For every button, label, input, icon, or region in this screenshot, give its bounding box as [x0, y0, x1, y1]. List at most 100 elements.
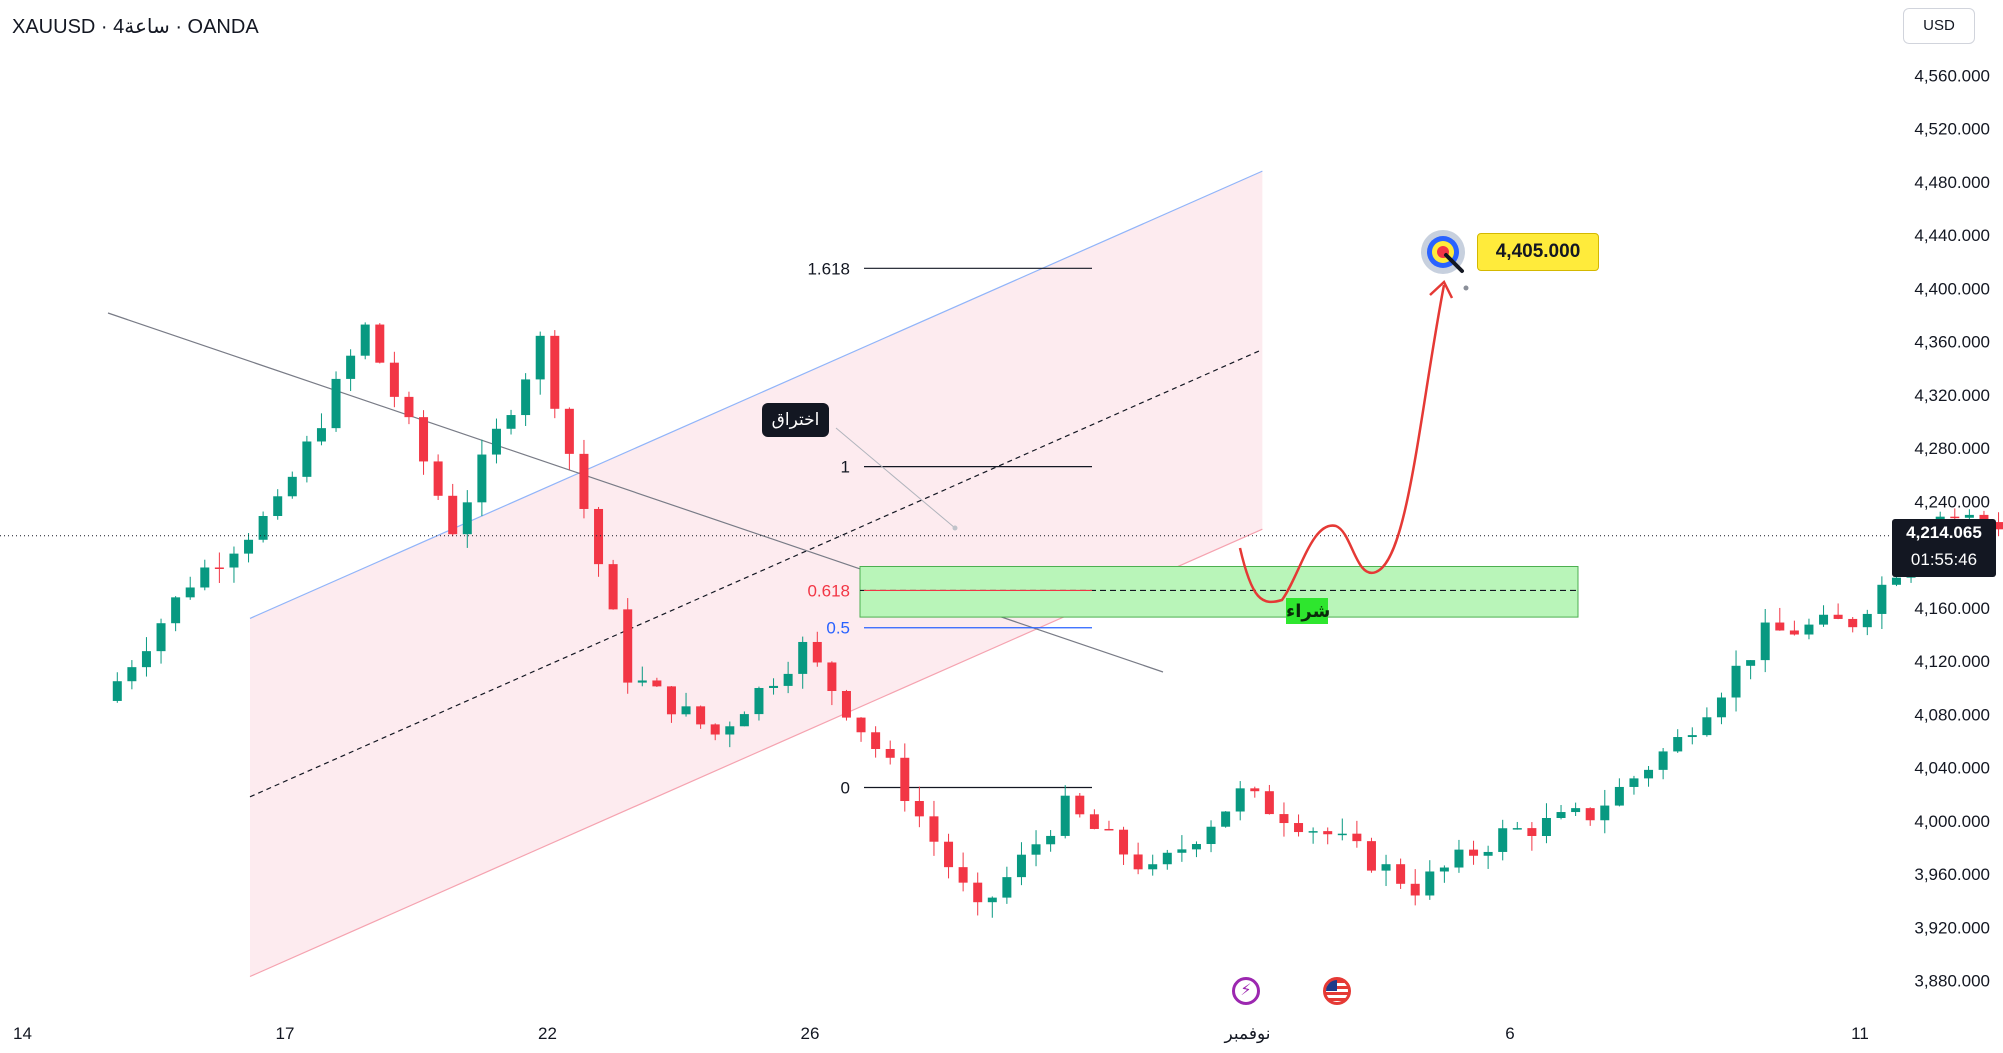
breakout-anchor-dot: [952, 525, 958, 531]
candle-body: [1439, 867, 1449, 872]
y-tick-label: 4,320.000: [1914, 386, 1990, 405]
fib-level-label: 1.618: [807, 259, 850, 278]
candle-body: [360, 324, 370, 356]
candle-body: [1746, 660, 1756, 666]
bar-countdown: 01:55:46: [1910, 550, 1978, 569]
y-tick-label: 4,480.000: [1914, 173, 1990, 192]
candle-body: [754, 687, 764, 715]
candle-body: [1483, 851, 1493, 856]
candle-body: [1308, 831, 1318, 833]
us-flag-icon[interactable]: [1323, 977, 1351, 1005]
candle-body: [200, 567, 210, 588]
candle-body: [1104, 828, 1114, 831]
candle-body: [1075, 795, 1085, 815]
candle-body: [812, 641, 822, 663]
candle-body: [316, 428, 326, 442]
candle-body: [1425, 871, 1435, 896]
candle-body: [1469, 849, 1479, 856]
x-tick-label: 11: [1851, 1024, 1869, 1043]
y-tick-label: 4,400.000: [1914, 279, 1990, 298]
candle-body: [331, 378, 341, 429]
candle-body: [1833, 614, 1843, 619]
candle-body: [725, 726, 735, 735]
candle-body: [346, 355, 356, 379]
candle-body: [1221, 811, 1231, 827]
candle-body: [389, 362, 399, 397]
candle-body: [637, 680, 647, 683]
candle-body: [302, 441, 312, 477]
candle-body: [1673, 737, 1683, 752]
lightning-icon[interactable]: ⚡: [1232, 977, 1260, 1005]
candle-body: [871, 732, 881, 749]
channel-band: [250, 171, 1263, 977]
y-tick-label: 4,040.000: [1914, 759, 1990, 778]
candle-body: [1600, 805, 1610, 821]
bullseye-dart: [1444, 253, 1464, 273]
candle-body: [1760, 622, 1770, 661]
candle-body: [958, 867, 968, 883]
candle-body: [258, 516, 268, 540]
candle-body: [229, 553, 239, 568]
candle-body: [973, 882, 983, 903]
bullseye-icon: [1421, 230, 1465, 274]
fib-level-label: 0.618: [807, 581, 850, 600]
candle-body: [214, 567, 224, 569]
candle-body: [914, 801, 924, 817]
candle-body: [1994, 522, 2003, 530]
candle-body: [1060, 795, 1070, 836]
fib-level-label: 0: [841, 778, 850, 797]
candle-body: [929, 816, 939, 842]
breakout-label[interactable]: اختراق: [762, 403, 829, 437]
candle-body: [681, 706, 691, 715]
candle-body: [841, 691, 851, 718]
candle-body: [987, 897, 997, 903]
fib-level-label: 0.5: [826, 619, 850, 638]
candle-body: [1556, 812, 1566, 819]
currency-button[interactable]: USD: [1903, 8, 1975, 44]
candle-body: [127, 667, 137, 682]
target-price-label[interactable]: 4,405.000: [1477, 233, 1599, 271]
candle-body: [1046, 835, 1056, 845]
candle-body: [521, 379, 531, 416]
candle-body: [448, 495, 458, 535]
candle-body: [1862, 613, 1872, 628]
candle-body: [944, 841, 954, 868]
candle-body: [1541, 818, 1551, 837]
candle-body: [827, 662, 837, 692]
x-tick-label: 14: [13, 1024, 32, 1043]
candle-body: [491, 428, 501, 455]
candle-body: [1323, 831, 1333, 835]
candle-body: [1527, 828, 1537, 837]
candle-body: [1571, 808, 1581, 813]
candle-body: [1716, 697, 1726, 718]
candle-body: [506, 415, 516, 429]
candle-body: [1016, 854, 1026, 878]
candle-body: [1950, 516, 1960, 519]
y-tick-label: 4,280.000: [1914, 439, 1990, 458]
candle-body: [477, 454, 487, 503]
candle-body: [1206, 826, 1216, 845]
candle-body: [1775, 622, 1785, 631]
buy-zone: [859, 565, 1579, 618]
y-tick-label: 3,960.000: [1914, 865, 1990, 884]
x-tick-label: 22: [538, 1024, 557, 1043]
candle-body: [1250, 788, 1260, 792]
candle-body: [433, 461, 443, 496]
candle-body: [783, 673, 793, 686]
candle-body: [739, 714, 749, 727]
y-tick-label: 4,440.000: [1914, 226, 1990, 245]
buy-label[interactable]: شراء: [1286, 598, 1330, 624]
candle-body: [1658, 751, 1668, 770]
candle-body: [1133, 854, 1143, 870]
candle-body: [710, 724, 720, 735]
candle-body: [404, 396, 414, 418]
y-tick-label: 4,080.000: [1914, 705, 1990, 724]
target-anchor-dot: [1463, 285, 1469, 291]
y-tick-label: 4,000.000: [1914, 812, 1990, 831]
candle-body: [594, 508, 604, 565]
candle-body: [1498, 828, 1508, 852]
y-tick-label: 4,560.000: [1914, 66, 1990, 85]
candle-body: [1002, 877, 1012, 898]
candle-body: [171, 597, 181, 624]
